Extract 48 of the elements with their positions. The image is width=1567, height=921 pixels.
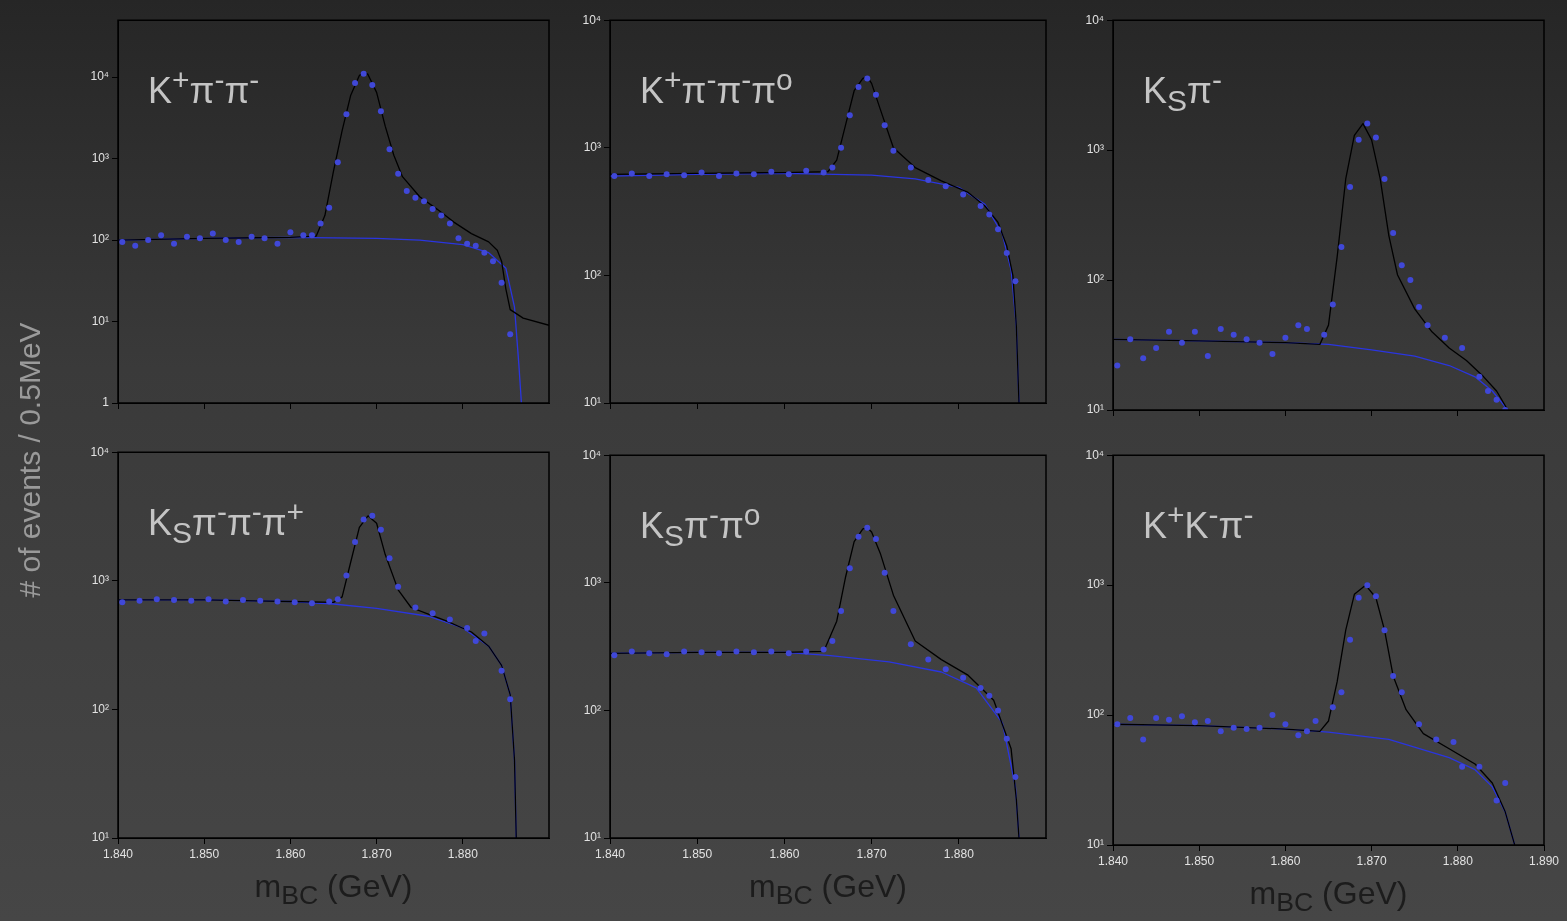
y-tick-label: 10³ bbox=[1086, 577, 1104, 592]
annotation: K$_{S}$π$^{-}$ bbox=[1143, 63, 1222, 118]
x-tick-label: 1.890 bbox=[1528, 853, 1560, 868]
y-tick-label: 10⁴ bbox=[90, 444, 109, 459]
y-tick-label: 10³ bbox=[583, 575, 601, 590]
y-tick-label: 10¹ bbox=[91, 313, 109, 328]
y-tick-label: 10⁴ bbox=[582, 447, 601, 462]
x-tick-label: 1.860 bbox=[275, 846, 306, 861]
x-tick-label: 1.860 bbox=[1270, 853, 1301, 868]
annotation: K$_{S}$π$^{-}$π$^{-}$π$^{+}$ bbox=[148, 495, 305, 550]
y-tick-label: 10³ bbox=[1086, 142, 1104, 157]
y-tick-label: 10¹ bbox=[1086, 402, 1104, 417]
annotation: K$^{+}$π$^{-}$π$^{-}$ bbox=[148, 63, 260, 111]
y-tick-label: 10³ bbox=[583, 140, 601, 155]
y-tick-label: 1 bbox=[102, 395, 110, 410]
x-tick-label: 1.880 bbox=[1442, 853, 1474, 868]
x-tick-label: 1.840 bbox=[594, 846, 626, 861]
x-tick-label: 1.880 bbox=[943, 846, 975, 861]
x-tick-label: 1.870 bbox=[361, 846, 392, 861]
annotation: K$_{S}$π$^{-}$π$^{o}$ bbox=[640, 498, 761, 553]
x-tick-label: 1.840 bbox=[1097, 853, 1129, 868]
y-tick-label: 10² bbox=[583, 267, 601, 282]
y-tick-label: 10⁴ bbox=[90, 69, 109, 84]
x-tick-label: 1.850 bbox=[189, 846, 220, 861]
y-tick-label: 10³ bbox=[91, 150, 109, 165]
y-tick-label: 10¹ bbox=[583, 395, 601, 410]
y-tick-label: 10² bbox=[1086, 707, 1104, 722]
annotation: K$^{+}$π$^{-}$π$^{-}$π$^{o}$ bbox=[640, 63, 793, 111]
y-tick-label: 10² bbox=[91, 232, 109, 247]
y-tick-label: 10¹ bbox=[583, 830, 601, 845]
x-tick-label: 1.870 bbox=[1356, 853, 1387, 868]
x-tick-label: 1.880 bbox=[447, 846, 479, 861]
x-tick-label: 1.870 bbox=[856, 846, 887, 861]
y-tick-label: 10² bbox=[583, 702, 601, 717]
y-tick-label: 10⁴ bbox=[1085, 12, 1104, 27]
x-tick-label: 1.850 bbox=[1184, 853, 1215, 868]
y-tick-label: 10² bbox=[91, 701, 109, 716]
x-tick-label: 1.860 bbox=[769, 846, 800, 861]
y-tick-label: 10¹ bbox=[91, 830, 109, 845]
annotation: K$^{+}$K$^{-}$π$^{-}$ bbox=[1143, 498, 1254, 546]
x-tick-label: 1.840 bbox=[102, 846, 134, 861]
y-axis-title: # of events / 0.5MeV bbox=[13, 321, 47, 600]
y-tick-label: 10² bbox=[1086, 272, 1104, 287]
y-tick-label: 10³ bbox=[91, 573, 109, 588]
x-tick-label: 1.850 bbox=[682, 846, 713, 861]
y-tick-label: 10⁴ bbox=[1085, 447, 1104, 462]
y-tick-label: 10¹ bbox=[1086, 837, 1104, 852]
y-tick-label: 10⁴ bbox=[582, 12, 601, 27]
